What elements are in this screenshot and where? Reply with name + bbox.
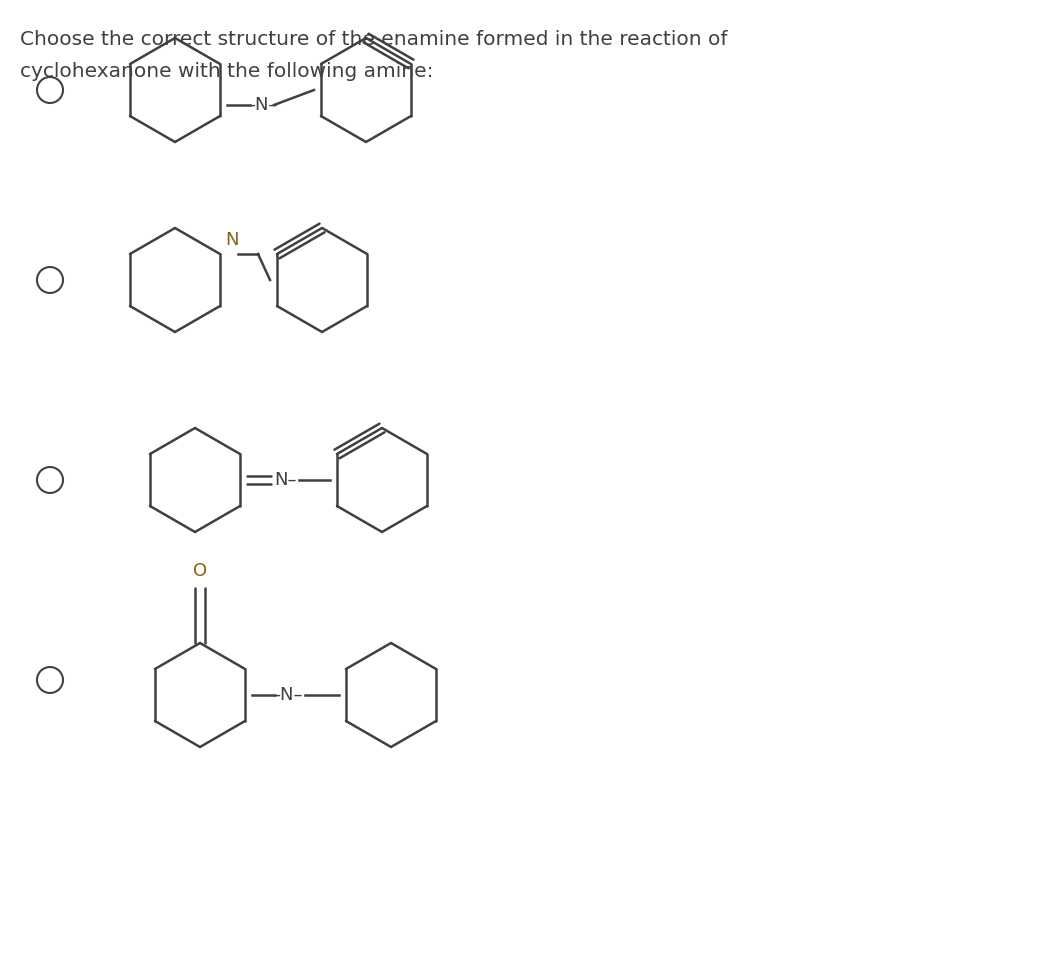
Text: O: O	[192, 562, 207, 580]
Text: Choose the correct structure of the enamine formed in the reaction of: Choose the correct structure of the enam…	[20, 30, 728, 49]
Text: N: N	[225, 231, 238, 249]
Text: N–: N–	[274, 471, 296, 489]
Text: –N–: –N–	[271, 686, 302, 704]
Text: cyclohexanone with the following amine:: cyclohexanone with the following amine:	[20, 62, 433, 81]
Text: –N–: –N–	[246, 96, 278, 114]
